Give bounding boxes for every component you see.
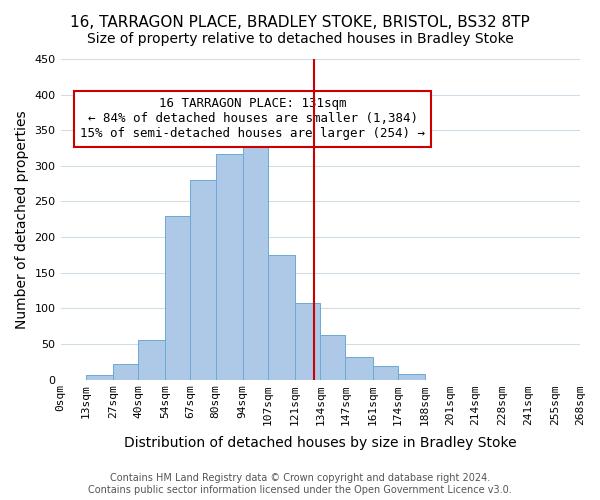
Bar <box>320 334 346 380</box>
Bar <box>295 302 320 380</box>
Bar <box>346 356 373 380</box>
Bar <box>243 139 268 380</box>
Bar <box>373 366 398 380</box>
Bar <box>215 154 243 380</box>
Bar <box>165 216 190 380</box>
Text: Size of property relative to detached houses in Bradley Stoke: Size of property relative to detached ho… <box>86 32 514 46</box>
Bar <box>86 376 113 380</box>
Y-axis label: Number of detached properties: Number of detached properties <box>15 110 29 328</box>
Bar <box>398 374 425 380</box>
Bar <box>190 180 215 380</box>
Text: 16 TARRAGON PLACE: 131sqm
← 84% of detached houses are smaller (1,384)
15% of se: 16 TARRAGON PLACE: 131sqm ← 84% of detac… <box>80 98 425 140</box>
X-axis label: Distribution of detached houses by size in Bradley Stoke: Distribution of detached houses by size … <box>124 436 517 450</box>
Bar <box>138 340 165 380</box>
Text: Contains HM Land Registry data © Crown copyright and database right 2024.
Contai: Contains HM Land Registry data © Crown c… <box>88 474 512 495</box>
Bar <box>268 255 295 380</box>
Bar <box>113 364 138 380</box>
Text: 16, TARRAGON PLACE, BRADLEY STOKE, BRISTOL, BS32 8TP: 16, TARRAGON PLACE, BRADLEY STOKE, BRIST… <box>70 15 530 30</box>
